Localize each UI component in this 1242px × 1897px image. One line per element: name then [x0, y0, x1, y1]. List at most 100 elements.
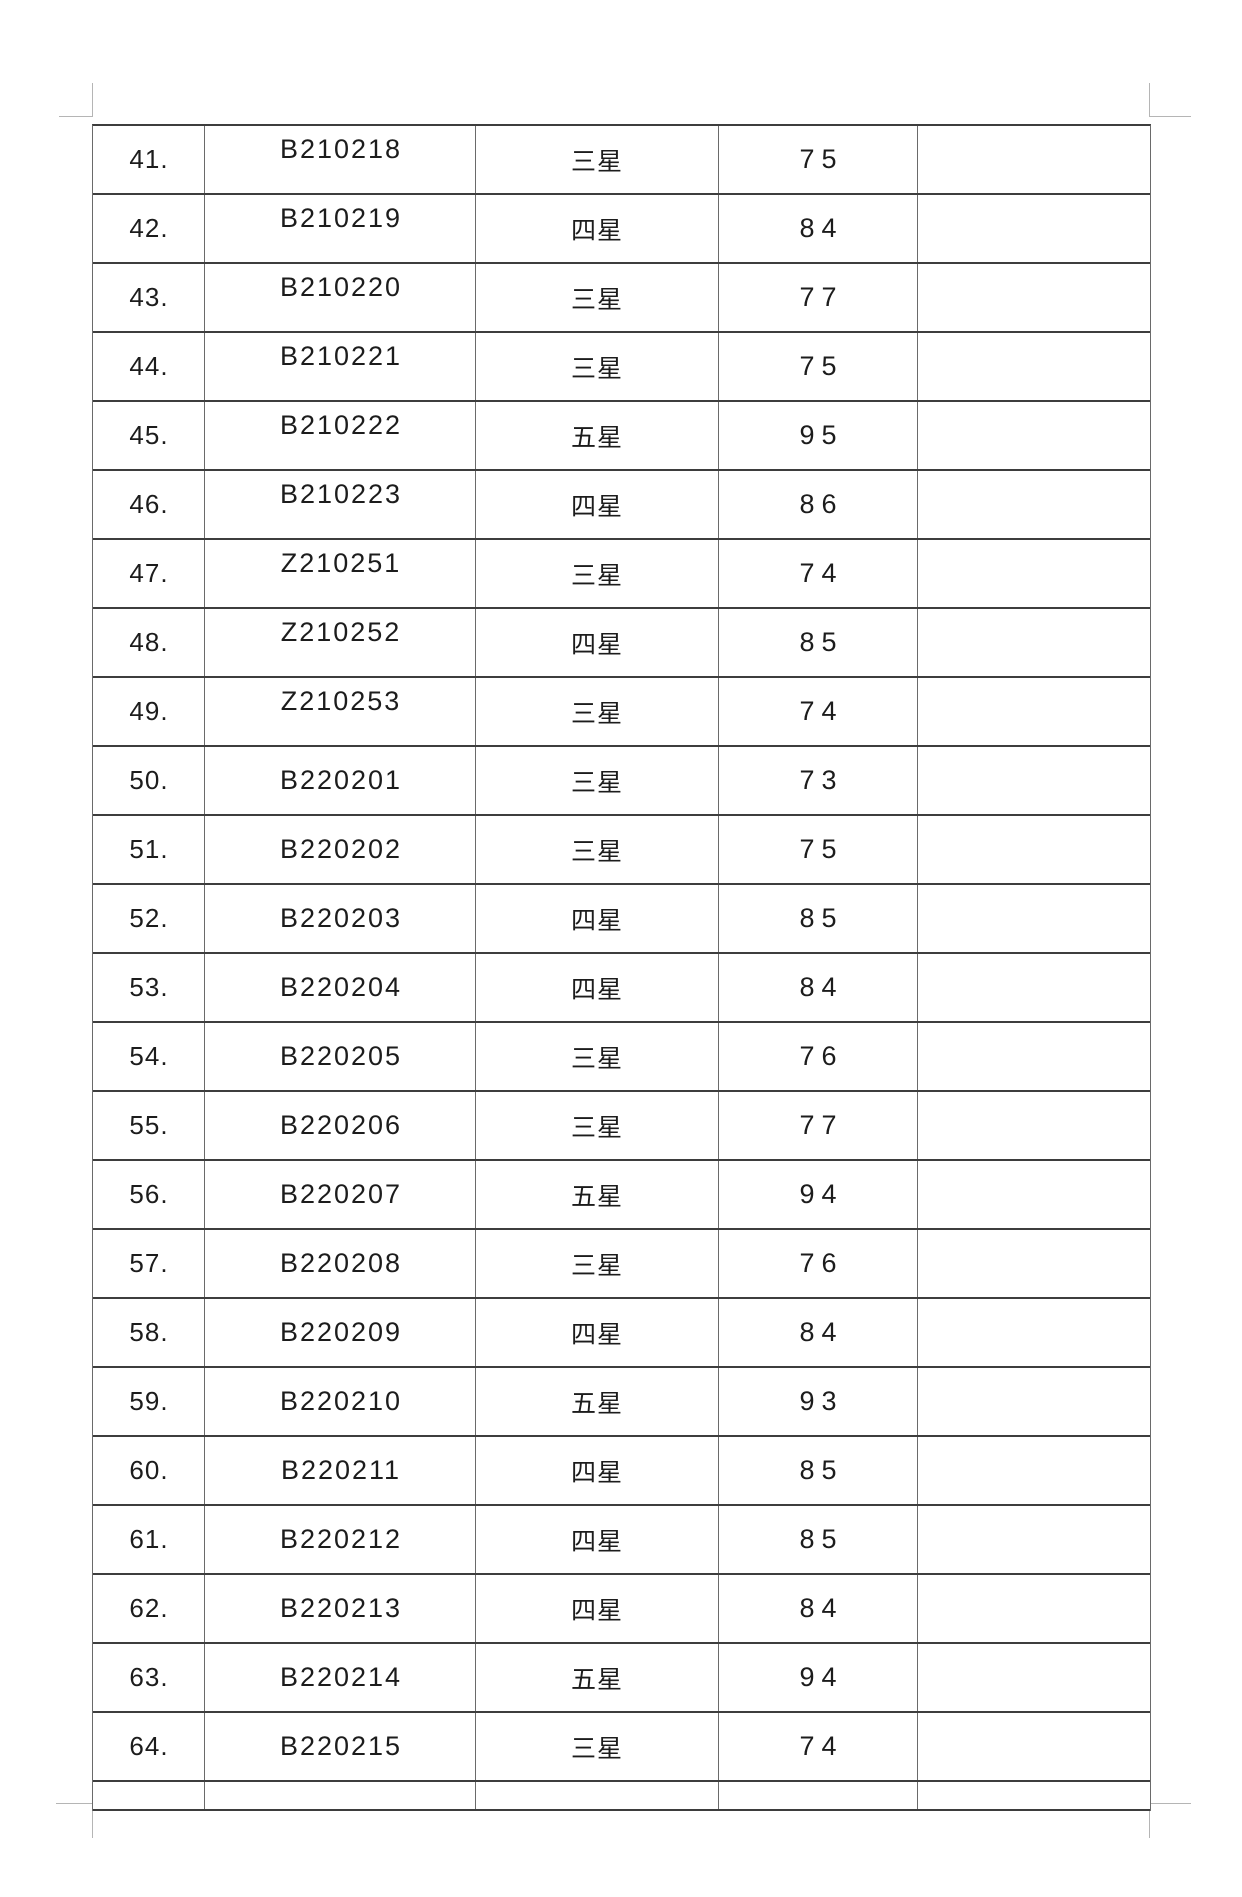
- table-row: 53. B220204 四星 84: [93, 954, 1150, 1023]
- star-text: 三星: [570, 1734, 623, 1763]
- no-text: 55.: [129, 1110, 169, 1140]
- star-text: 四星: [570, 1320, 623, 1349]
- code-cell: Z210252: [205, 609, 476, 676]
- no-text: 47.: [129, 558, 169, 588]
- code-text: B220212: [279, 1524, 403, 1554]
- row-number-cell: 42.: [93, 195, 205, 262]
- notes-cell: [918, 402, 1150, 469]
- code-cell: B220204: [205, 954, 476, 1021]
- star-text: 五星: [570, 1389, 623, 1418]
- star-rating-cell: 四星: [476, 1575, 719, 1642]
- page-margin-mark-bottom-right: [1149, 1803, 1191, 1838]
- score-text: 95: [799, 420, 844, 450]
- code-text: B210222: [279, 410, 403, 440]
- score-cell: 74: [719, 1713, 918, 1780]
- table-row: 58. B220209 四星 84: [93, 1299, 1150, 1368]
- code-cell: B220201: [205, 747, 476, 814]
- score-cell: 85: [719, 885, 918, 952]
- table-row: 43. B210220 三星 77: [93, 264, 1150, 333]
- notes-cell: [918, 1161, 1150, 1228]
- star-rating-cell: 四星: [476, 1299, 719, 1366]
- star-rating-cell: 三星: [476, 816, 719, 883]
- star-rating-cell: 四星: [476, 1437, 719, 1504]
- row-number-cell: 62.: [93, 1575, 205, 1642]
- no-text: 53.: [129, 972, 169, 1002]
- row-number-cell: 43.: [93, 264, 205, 331]
- score-cell: 85: [719, 609, 918, 676]
- table-row: 55. B220206 三星 77: [93, 1092, 1150, 1161]
- score-cell: 73: [719, 747, 918, 814]
- table-row: 52. B220203 四星 85: [93, 885, 1150, 954]
- code-cell: B220214: [205, 1644, 476, 1711]
- table-row: 60. B220211 四星 85: [93, 1437, 1150, 1506]
- notes-cell: [918, 471, 1150, 538]
- row-number-cell: 45.: [93, 402, 205, 469]
- row-number-cell: 57.: [93, 1230, 205, 1297]
- code-cell: [205, 1782, 476, 1809]
- no-text: 48.: [129, 627, 169, 657]
- no-text: 52.: [129, 903, 169, 933]
- notes-cell: [918, 1506, 1150, 1573]
- score-cell: 93: [719, 1368, 918, 1435]
- no-text: 56.: [129, 1179, 169, 1209]
- code-cell: B210218: [205, 126, 476, 193]
- row-number-cell: 58.: [93, 1299, 205, 1366]
- score-cell: 85: [719, 1437, 918, 1504]
- code-text: B220204: [279, 972, 403, 1002]
- no-text: 50.: [129, 765, 169, 795]
- score-cell: 94: [719, 1644, 918, 1711]
- star-rating-cell: 三星: [476, 264, 719, 331]
- table-row: 44. B210221 三星 75: [93, 333, 1150, 402]
- notes-cell: [918, 678, 1150, 745]
- row-number-cell: 60.: [93, 1437, 205, 1504]
- no-text: 45.: [129, 420, 169, 450]
- score-text: 84: [799, 1593, 844, 1623]
- score-text: 77: [799, 282, 844, 312]
- score-cell: 84: [719, 195, 918, 262]
- star-rating-cell: 五星: [476, 1368, 719, 1435]
- code-text: Z210252: [280, 617, 402, 647]
- star-text: 三星: [570, 285, 623, 314]
- table-row: 41. B210218 三星 75: [93, 126, 1150, 195]
- table-row: 56. B220207 五星 94: [93, 1161, 1150, 1230]
- notes-cell: [918, 540, 1150, 607]
- results-table: 41. B210218 三星 75 42. B210219 四星 84 43. …: [92, 124, 1151, 1811]
- score-cell: 95: [719, 402, 918, 469]
- notes-cell: [918, 1230, 1150, 1297]
- table-row: 54. B220205 三星 76: [93, 1023, 1150, 1092]
- table-row: 62. B220213 四星 84: [93, 1575, 1150, 1644]
- code-text: Z210253: [280, 686, 402, 716]
- code-cell: B220215: [205, 1713, 476, 1780]
- code-cell: Z210251: [205, 540, 476, 607]
- score-cell: 84: [719, 1299, 918, 1366]
- row-number-cell: 41.: [93, 126, 205, 193]
- score-text: 75: [799, 351, 844, 381]
- star-text: 五星: [570, 1182, 623, 1211]
- row-number-cell: 59.: [93, 1368, 205, 1435]
- notes-cell: [918, 264, 1150, 331]
- star-rating-cell: 四星: [476, 195, 719, 262]
- no-text: 44.: [129, 351, 169, 381]
- table-row: 49. Z210253 三星 74: [93, 678, 1150, 747]
- code-text: B210219: [279, 203, 403, 233]
- notes-cell: [918, 1575, 1150, 1642]
- star-text: 五星: [570, 423, 623, 452]
- score-text: 74: [799, 558, 844, 588]
- score-text: 75: [799, 144, 844, 174]
- code-cell: B210219: [205, 195, 476, 262]
- code-text: B220203: [279, 903, 403, 933]
- table-row: 50. B220201 三星 73: [93, 747, 1150, 816]
- notes-cell: [918, 195, 1150, 262]
- score-text: 75: [799, 834, 844, 864]
- code-cell: B220209: [205, 1299, 476, 1366]
- star-rating-cell: 三星: [476, 1023, 719, 1090]
- row-number-cell: 50.: [93, 747, 205, 814]
- score-text: 94: [799, 1662, 844, 1692]
- notes-cell: [918, 1092, 1150, 1159]
- score-cell: 75: [719, 333, 918, 400]
- no-text: 43.: [129, 282, 169, 312]
- table-row: 45. B210222 五星 95: [93, 402, 1150, 471]
- score-text: 76: [799, 1248, 844, 1278]
- code-cell: B210221: [205, 333, 476, 400]
- star-text: 四星: [570, 906, 623, 935]
